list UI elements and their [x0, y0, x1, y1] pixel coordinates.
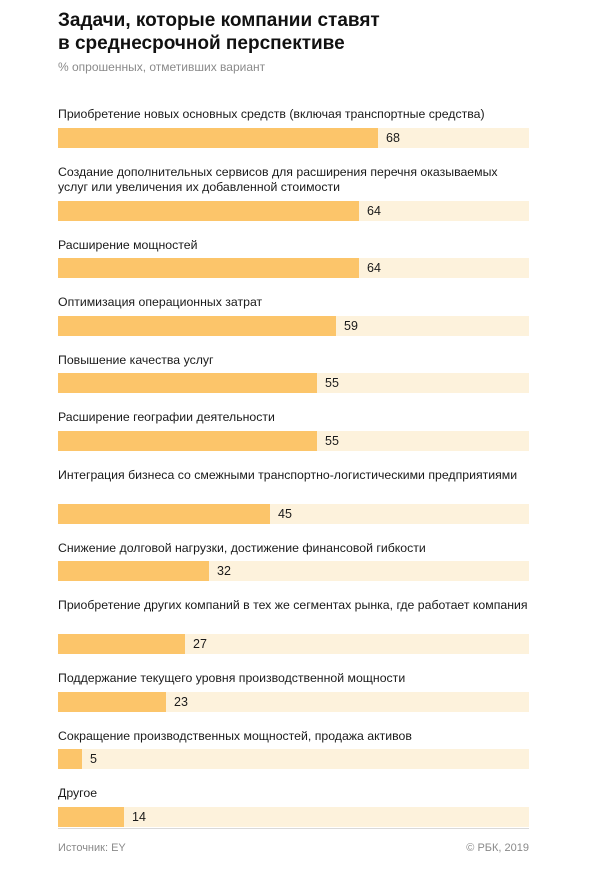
bar-track: 23 — [58, 691, 529, 712]
bar-row: Повышение качества услуг 55 — [58, 352, 529, 393]
bar-label: Снижение долговой нагрузки, достижение ф… — [58, 540, 426, 555]
bar-row: Интеграция бизнеса со смежными транспорт… — [58, 467, 529, 524]
bar-track: 55 — [58, 373, 529, 393]
bar-track: 27 — [58, 634, 529, 654]
bar-row: Расширение мощностей 64 — [58, 237, 529, 278]
bar-track: 45 — [58, 503, 529, 524]
bar — [58, 806, 124, 827]
bar-value-label: 32 — [217, 564, 231, 578]
bar-track: 5 — [58, 749, 529, 769]
bar-track: 59 — [58, 315, 529, 336]
bar-value-label: 59 — [344, 318, 358, 333]
bar-row: Создание дополнительных сервисов для рас… — [58, 164, 529, 221]
bar-value-label: 68 — [386, 130, 400, 145]
bar-label: Оптимизация операционных затрат — [58, 295, 263, 309]
chart-title-line-2: в среднесрочной перспективе — [58, 33, 345, 54]
bar-value-label: 45 — [278, 506, 292, 521]
bar-label: Повышение качества услуг — [58, 352, 214, 367]
bar-label: Расширение мощностей — [58, 237, 198, 252]
bar-row: Приобретение новых основных средств (вкл… — [58, 107, 529, 148]
bar-track: 68 — [58, 127, 529, 148]
bar-value-label: 55 — [325, 433, 339, 448]
bar-row: Расширение географии деятельности 55 — [58, 410, 529, 451]
bar-track: 64 — [58, 200, 529, 221]
bar-track: 32 — [58, 561, 529, 581]
bar — [58, 749, 82, 769]
bar-value-label: 55 — [325, 376, 339, 390]
bar — [58, 691, 166, 712]
bar — [58, 200, 359, 221]
bar-value-label: 23 — [174, 694, 188, 709]
bar — [58, 373, 317, 393]
bar-value-label: 64 — [367, 261, 381, 275]
bar — [58, 258, 359, 278]
bar-label: Сокращение производственных мощностей, п… — [58, 728, 412, 743]
bar — [58, 634, 185, 654]
bar-row: Сокращение производственных мощностей, п… — [58, 728, 529, 769]
bar — [58, 503, 270, 524]
bar-row: Поддержание текущего уровня производстве… — [58, 671, 529, 712]
bar-label: Приобретение других компаний в тех же се… — [58, 598, 528, 612]
bar-label: Расширение географии деятельности — [58, 410, 275, 424]
bar-row: Оптимизация операционных затрат 59 — [58, 295, 529, 336]
bar-track: 55 — [58, 430, 529, 451]
bar-value-label: 64 — [367, 203, 381, 218]
bar-label: Создание дополнительных сервисов для рас… — [58, 164, 498, 195]
bar-value-label: 14 — [132, 809, 146, 824]
source-note: Источник: EY — [58, 842, 126, 854]
footer-divider — [58, 828, 529, 829]
chart-subtitle: % опрошенных, отметивших вариант — [58, 60, 266, 74]
bar-label: Приобретение новых основных средств (вкл… — [58, 107, 485, 121]
bar-value-label: 5 — [90, 752, 97, 766]
bar-track: 64 — [58, 258, 529, 278]
chart-title-line-1: Задачи, которые компании ставят — [58, 10, 380, 31]
copyright-note: © РБК, 2019 — [466, 842, 529, 854]
chart-title: Задачи, которые компании ставят в средне… — [58, 9, 558, 55]
bar — [58, 127, 378, 148]
bar — [58, 561, 209, 581]
bar — [58, 315, 336, 336]
bar-label: Поддержание текущего уровня производстве… — [58, 671, 406, 685]
bar-label: Другое — [58, 786, 98, 800]
bar-row: Другое 14 — [58, 786, 529, 827]
bar-row: Приобретение других компаний в тех же се… — [58, 598, 529, 654]
bar-label: Интеграция бизнеса со смежными транспорт… — [58, 467, 518, 482]
bar-value-label: 27 — [193, 637, 207, 651]
bar-row: Снижение долговой нагрузки, достижение ф… — [58, 540, 529, 581]
bar — [58, 430, 317, 451]
bar-track: 14 — [58, 806, 529, 827]
